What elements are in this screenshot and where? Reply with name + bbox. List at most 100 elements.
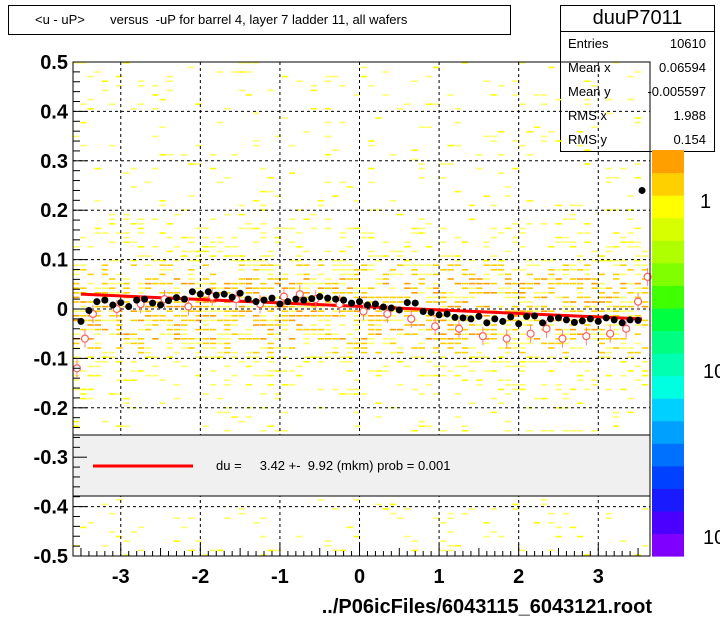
- heatmap-cell: [411, 158, 418, 161]
- heatmap-cell: [634, 163, 641, 165]
- heatmap-cell: [490, 227, 497, 230]
- heatmap-cell: [627, 292, 634, 294]
- heatmap-cell: [202, 278, 209, 280]
- stats-key: Mean x: [568, 60, 611, 75]
- heatmap-cell: [303, 278, 310, 280]
- heatmap-cell: [627, 301, 634, 303]
- heatmap-cell: [281, 278, 289, 280]
- axes: -3 -2 -1 0 1 2 3-0.5-0.4-0.3-0.2-0.100.10.20.3…: [34, 52, 639, 588]
- heatmap-cell: [80, 328, 87, 331]
- heatmap-cell: [497, 131, 505, 133]
- heatmap-cell: [627, 282, 634, 285]
- heatmap-cell: [224, 255, 231, 257]
- heatmap-cell: [425, 273, 433, 276]
- heatmap-cell: [289, 218, 296, 220]
- heatmap-cell: [325, 181, 332, 184]
- heatmap-cell: [166, 324, 173, 326]
- heatmap-cell: [411, 273, 418, 276]
- heatmap-cell: [260, 315, 267, 317]
- fit-legend: du = 3.42 +- 9.92 (mkm) prob = 0.001: [72, 434, 651, 497]
- heatmap-cell: [310, 89, 317, 92]
- heatmap-cell: [231, 282, 238, 285]
- heatmap-cell: [137, 342, 145, 345]
- heatmap-cell: [296, 232, 303, 234]
- heatmap-cell: [519, 319, 526, 322]
- heatmap-cell: [598, 328, 605, 331]
- heatmap-cell: [325, 301, 332, 303]
- heatmap-cell: [173, 517, 181, 519]
- heatmap-cell: [137, 80, 145, 82]
- heatmap-cell: [137, 282, 145, 285]
- heatmap-cell: [404, 264, 411, 266]
- heatmap-cell: [310, 305, 317, 308]
- heatmap-cell: [598, 310, 605, 312]
- heatmap-cell: [591, 338, 598, 340]
- heatmap-cell: [512, 140, 519, 142]
- heatmap-cell: [497, 333, 505, 335]
- heatmap-cell: [461, 282, 469, 285]
- heatmap-cell: [109, 512, 116, 515]
- heatmap-cell: [87, 319, 94, 322]
- heatmap-cell: [238, 282, 245, 285]
- heatmap-cell: [382, 342, 389, 345]
- heatmap-cell: [339, 181, 346, 184]
- heatmap-cell: [512, 269, 519, 271]
- heatmap-cell: [533, 356, 541, 358]
- heatmap-cell: [469, 324, 476, 326]
- profile-black-point: [634, 316, 642, 324]
- heatmap-cell: [209, 315, 217, 317]
- heatmap-cell: [281, 227, 289, 230]
- heatmap-cell: [303, 218, 310, 220]
- heatmap-cell: [461, 333, 469, 335]
- heatmap-cell: [152, 259, 159, 262]
- heatmap-cell: [209, 342, 217, 345]
- heatmap-cell: [397, 108, 404, 110]
- heatmap-cell: [548, 273, 555, 276]
- heatmap-cell: [641, 374, 649, 377]
- heatmap-cell: [627, 305, 634, 308]
- heatmap-cell: [253, 259, 260, 262]
- heatmap-cell: [584, 80, 591, 82]
- heatmap-cell: [613, 305, 620, 308]
- heatmap-cell: [209, 154, 217, 156]
- heatmap-cell: [425, 384, 433, 386]
- profile-black-point: [638, 186, 646, 194]
- heatmap-cell: [555, 140, 562, 142]
- heatmap-cell: [274, 282, 281, 285]
- heatmap-cell: [281, 319, 289, 322]
- heatmap-cell: [310, 333, 317, 335]
- heatmap-cell: [274, 264, 281, 266]
- heatmap-cell: [281, 328, 289, 331]
- heatmap-cell: [339, 393, 346, 395]
- heatmap-cell: [526, 310, 533, 312]
- heatmap-cell: [368, 296, 375, 299]
- color-scale-label: 1: [700, 191, 711, 213]
- heatmap-cell: [353, 269, 361, 271]
- heatmap-cell: [605, 310, 613, 312]
- heatmap-cell: [217, 241, 224, 243]
- heatmap-cell: [202, 324, 209, 326]
- heatmap-cell: [505, 430, 512, 432]
- heatmap-cell: [202, 319, 209, 322]
- heatmap-cell: [224, 305, 231, 308]
- heatmap-cell: [418, 264, 425, 266]
- heatmap-cell: [101, 232, 109, 234]
- heatmap-cell: [440, 315, 447, 317]
- heatmap-cell: [353, 328, 361, 331]
- heatmap-cell: [454, 333, 461, 335]
- heatmap-cell: [591, 430, 598, 432]
- heatmap-cell: [217, 342, 224, 345]
- heatmap-cell: [562, 301, 569, 303]
- heatmap-cell: [389, 512, 397, 515]
- heatmap-cell: [447, 144, 454, 147]
- heatmap-cell: [325, 540, 332, 542]
- profile-black-point: [602, 314, 610, 322]
- heatmap-cell: [418, 232, 425, 234]
- heatmap-cell: [613, 347, 620, 349]
- heatmap-cell: [317, 315, 325, 317]
- heatmap-cell: [433, 338, 440, 340]
- heatmap-cell: [267, 549, 274, 552]
- heatmap-cell: [584, 163, 591, 165]
- heatmap-cell: [461, 338, 469, 340]
- heatmap-cell: [173, 246, 181, 248]
